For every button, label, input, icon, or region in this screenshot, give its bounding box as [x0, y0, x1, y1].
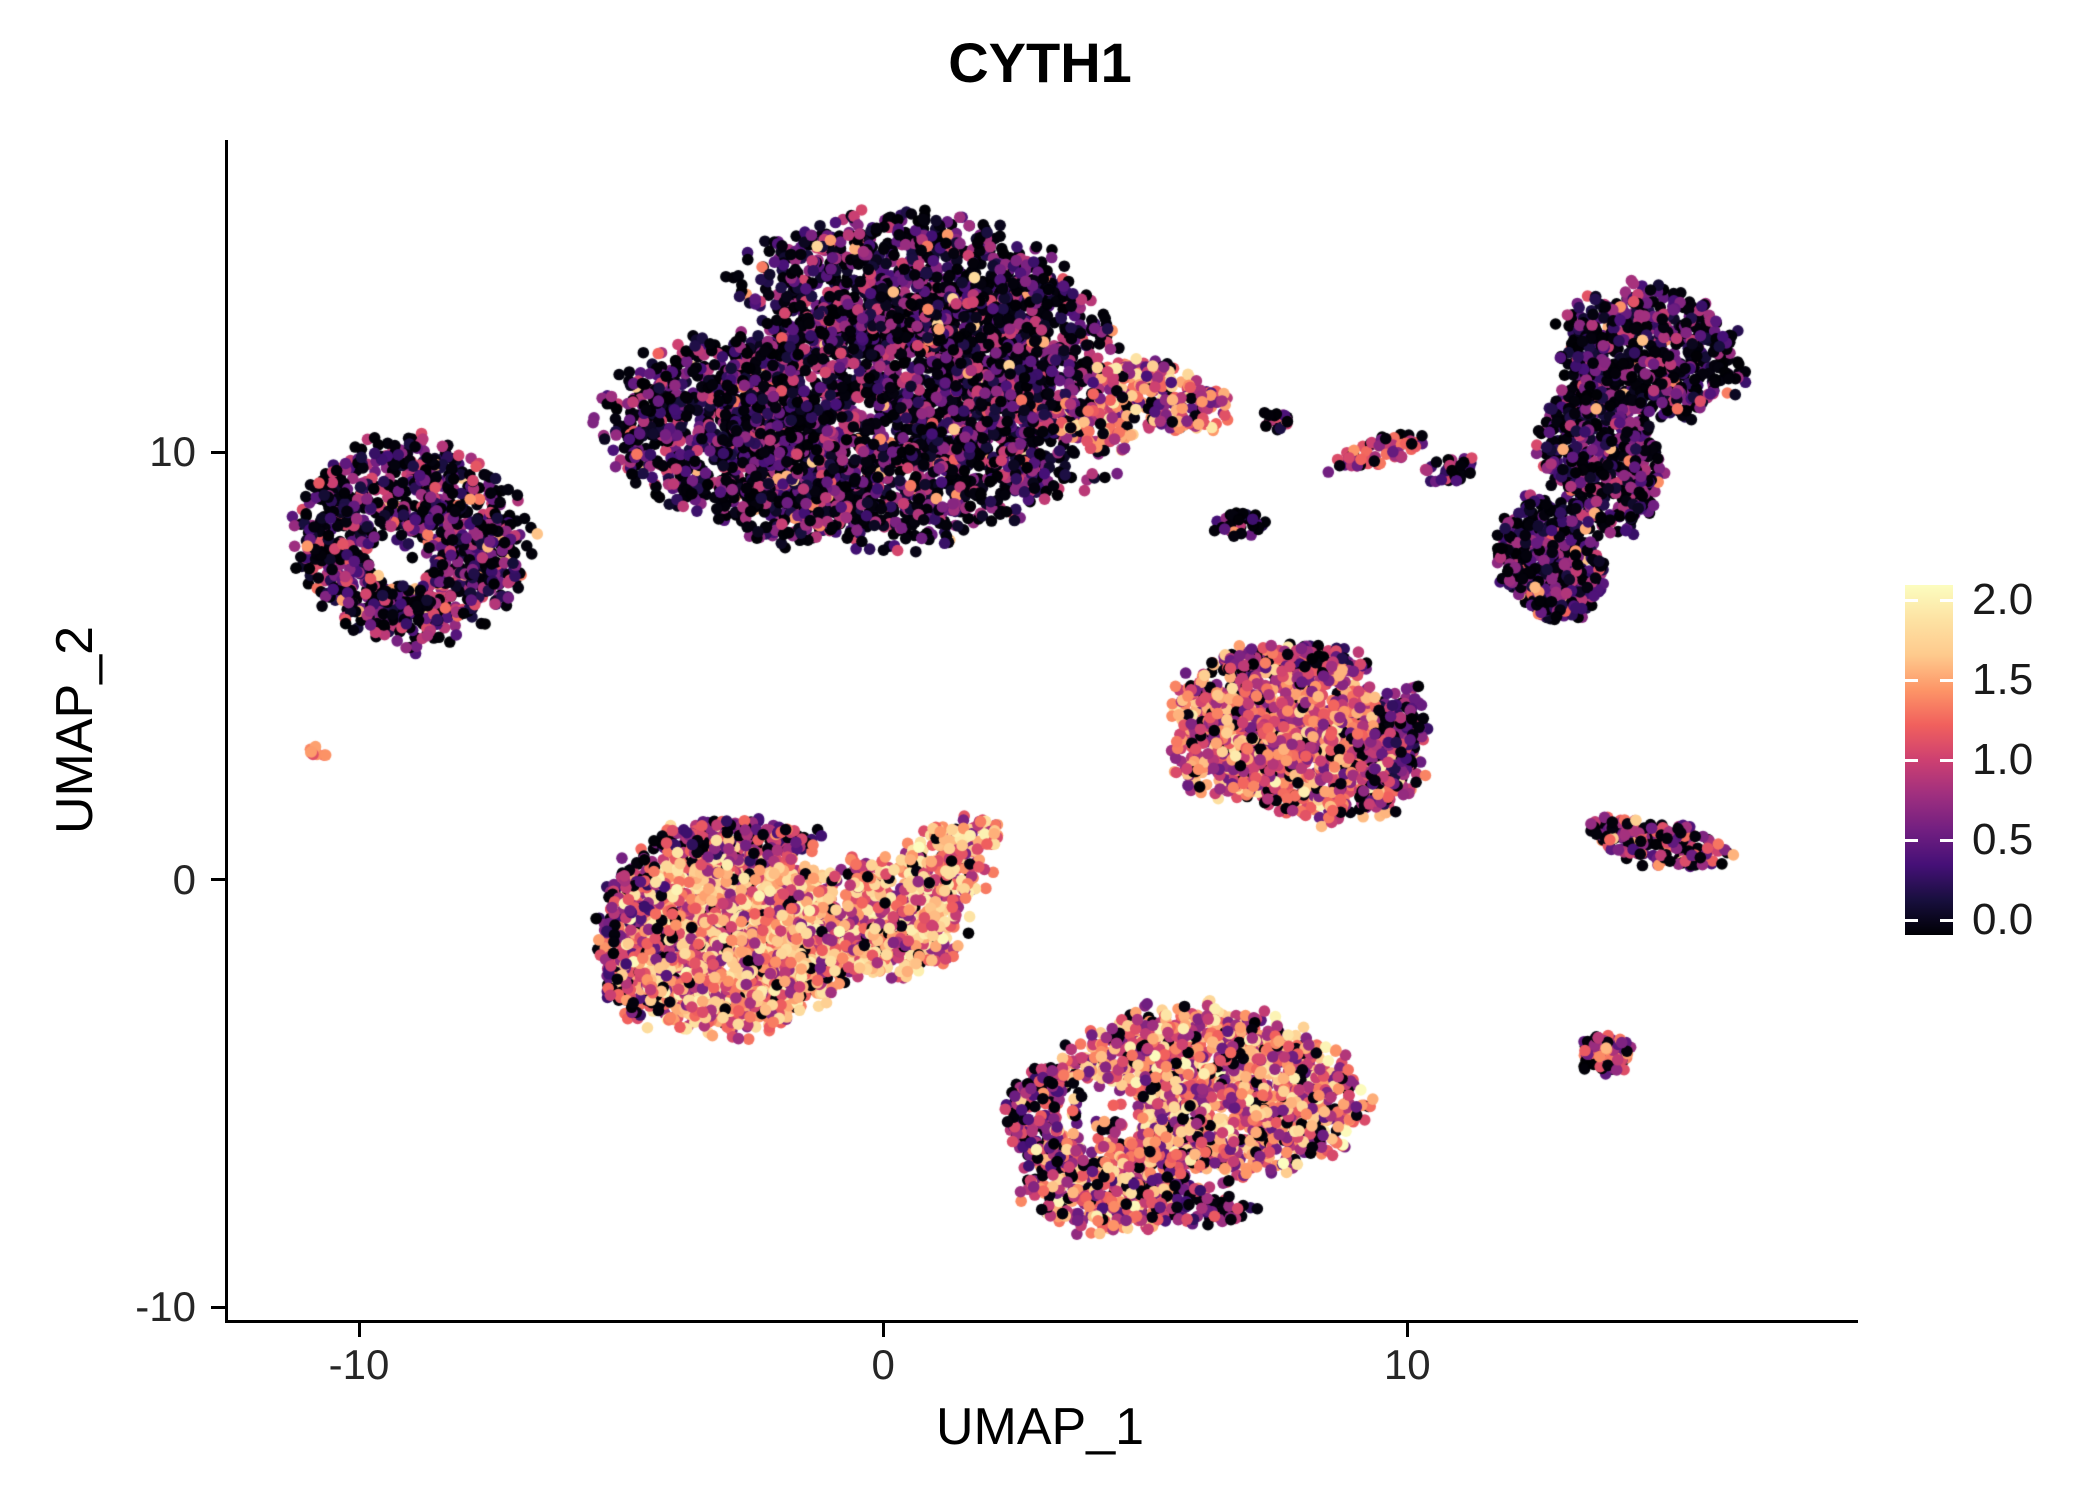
x-tick-label: 10: [1383, 1341, 1431, 1388]
colorbar-tick-label: 0.0: [1972, 895, 2034, 944]
colorbar-tick: [1905, 758, 1918, 762]
colorbar-tick: [1940, 598, 1953, 602]
colorbar-tick: [1940, 758, 1953, 762]
plot-panel: UMAP_2 -10 0 10 10 0 -10: [46, 140, 1858, 1388]
y-tick-label: 0: [172, 855, 196, 903]
legend-colorbar: [1905, 585, 1953, 935]
y-axis-title: UMAP_2: [46, 625, 104, 835]
x-axis-title: UMAP_1: [935, 1398, 1145, 1456]
colorbar-tick: [1905, 838, 1918, 842]
plot-title: CYTH1: [948, 31, 1132, 94]
colorbar-tick: [1905, 678, 1918, 682]
y-axis-tick: [211, 878, 225, 882]
colorbar-tick-label: 0.5: [1972, 815, 2034, 864]
y-tick-label: -10: [135, 1283, 196, 1331]
colorbar-tick: [1905, 598, 1918, 602]
colorbar-tick: [1940, 678, 1953, 682]
colorbar-tick-label: 1.5: [1972, 655, 2034, 704]
x-tick-label: -10: [328, 1341, 390, 1388]
x-axis-tick: [1405, 1323, 1409, 1337]
colorbar-tick: [1905, 918, 1918, 922]
umap-scatter-canvas: [228, 140, 1858, 1320]
y-axis-tick: [211, 1305, 225, 1309]
x-axis-tick: [881, 1323, 885, 1337]
colorbar-tick: [1940, 838, 1953, 842]
colorbar-tick-label: 2.0: [1972, 575, 2034, 624]
y-tick-label: 10: [149, 428, 196, 476]
y-axis-tick: [211, 450, 225, 454]
x-tick-label: 0: [871, 1341, 895, 1388]
colorbar-tick: [1940, 918, 1953, 922]
colorbar-tick-label: 1.0: [1972, 735, 2034, 784]
x-axis-tick: [357, 1323, 361, 1337]
